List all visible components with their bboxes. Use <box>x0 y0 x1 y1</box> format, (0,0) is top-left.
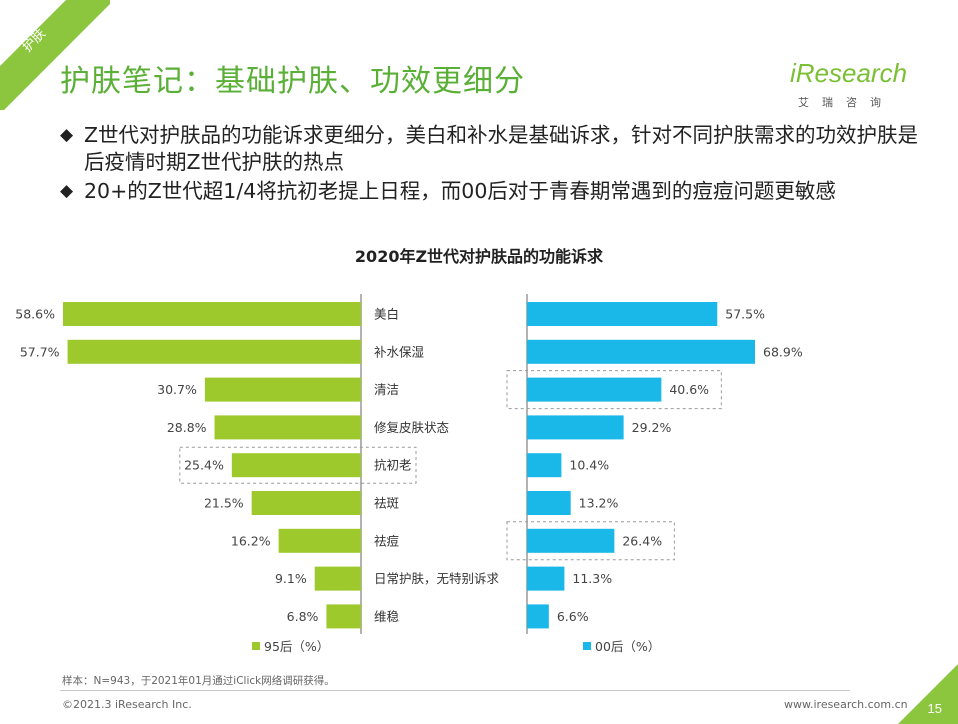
bar-00hou <box>527 453 562 478</box>
category-label: 祛痘 <box>374 533 400 548</box>
bar-95hou <box>204 377 361 402</box>
data-label-00hou: 68.9% <box>763 344 803 359</box>
data-label-00hou: 11.3% <box>572 571 612 586</box>
data-label-95hou: 58.6% <box>15 307 55 322</box>
category-label: 维稳 <box>374 609 400 624</box>
page-corner <box>898 664 958 724</box>
category-label: 补水保湿 <box>374 344 424 359</box>
bar-95hou <box>63 302 361 326</box>
bar-00hou <box>527 415 624 440</box>
data-label-00hou: 40.6% <box>669 382 709 397</box>
data-label-95hou: 16.2% <box>231 533 271 548</box>
category-label: 修复皮肤状态 <box>374 420 449 435</box>
bar-00hou <box>527 302 718 326</box>
category-label: 祛斑 <box>374 496 399 511</box>
legend-label-00hou: 00后（%） <box>595 639 660 654</box>
data-label-00hou: 57.5% <box>725 307 765 322</box>
bullet-list: ◆ Z世代对护肤品的功能诉求更细分，美白和补水是基础诉求，针对不同护肤需求的功效… <box>58 122 928 207</box>
bullet-item: ◆ 20+的Z世代超1/4将抗初老提上日程，而00后对于青春期常遇到的痘痘问题更… <box>58 178 928 205</box>
data-label-00hou: 13.2% <box>579 496 619 511</box>
bar-00hou <box>527 377 662 402</box>
data-label-00hou: 6.6% <box>557 609 589 624</box>
website: www.iresearch.com.cn <box>784 698 908 711</box>
highlight-box-00hou <box>506 521 675 561</box>
logo-subtitle: 艾瑞咨询 <box>798 96 894 109</box>
bar-95hou <box>67 339 362 364</box>
category-label: 日常护肤，无特别诉求 <box>374 571 500 586</box>
data-label-95hou: 6.8% <box>287 609 319 624</box>
legend-swatch-00hou <box>583 642 591 650</box>
data-label-95hou: 9.1% <box>275 571 307 586</box>
copyright: ©2021.3 iResearch Inc. <box>62 698 192 711</box>
data-label-95hou: 28.8% <box>167 420 207 435</box>
category-label: 抗初老 <box>374 458 412 473</box>
footer-divider <box>60 690 850 691</box>
legend-swatch-95hou <box>252 642 260 650</box>
data-label-95hou: 30.7% <box>157 382 197 397</box>
data-label-95hou: 25.4% <box>184 458 224 473</box>
bar-95hou <box>231 453 361 478</box>
bullet-item: ◆ Z世代对护肤品的功能诉求更细分，美白和补水是基础诉求，针对不同护肤需求的功效… <box>58 122 928 176</box>
page-title: 护肤笔记：基础护肤、功效更细分 <box>60 64 525 99</box>
diamond-bullet-icon: ◆ <box>60 125 74 145</box>
logo-brand: iResearch <box>790 58 908 88</box>
data-label-95hou: 57.7% <box>20 344 60 359</box>
category-label: 美白 <box>374 307 399 322</box>
data-label-00hou: 26.4% <box>622 533 662 548</box>
bar-95hou <box>326 604 361 629</box>
sample-note: 样本：N=943，于2021年01月通过iClick网络调研获得。 <box>62 675 335 687</box>
page-number: 15 <box>927 701 942 716</box>
bullet-text: Z世代对护肤品的功能诉求更细分，美白和补水是基础诉求，针对不同护肤需求的功效护肤… <box>84 123 919 174</box>
iresearch-logo: iResearch 艾瑞咨询 <box>790 58 920 109</box>
highlight-box-95hou <box>179 446 417 484</box>
legend-label-95hou: 95后（%） <box>264 639 329 654</box>
bar-00hou <box>527 528 615 553</box>
data-label-95hou: 21.5% <box>204 496 244 511</box>
bar-95hou <box>214 415 361 440</box>
bar-00hou <box>527 491 571 515</box>
diamond-bullet-icon: ◆ <box>60 181 74 201</box>
bar-95hou <box>314 566 361 591</box>
bar-00hou <box>527 604 549 629</box>
bullet-text: 20+的Z世代超1/4将抗初老提上日程，而00后对于青春期常遇到的痘痘问题更敏感 <box>84 179 836 203</box>
bar-95hou <box>251 491 361 515</box>
category-label: 清洁 <box>374 382 399 397</box>
bar-00hou <box>527 566 565 591</box>
chart-title: 2020年Z世代对护肤品的功能诉求 <box>354 247 604 266</box>
data-label-00hou: 10.4% <box>569 458 609 473</box>
bar-00hou <box>527 339 755 364</box>
data-label-00hou: 29.2% <box>632 420 672 435</box>
bar-95hou <box>278 528 361 553</box>
